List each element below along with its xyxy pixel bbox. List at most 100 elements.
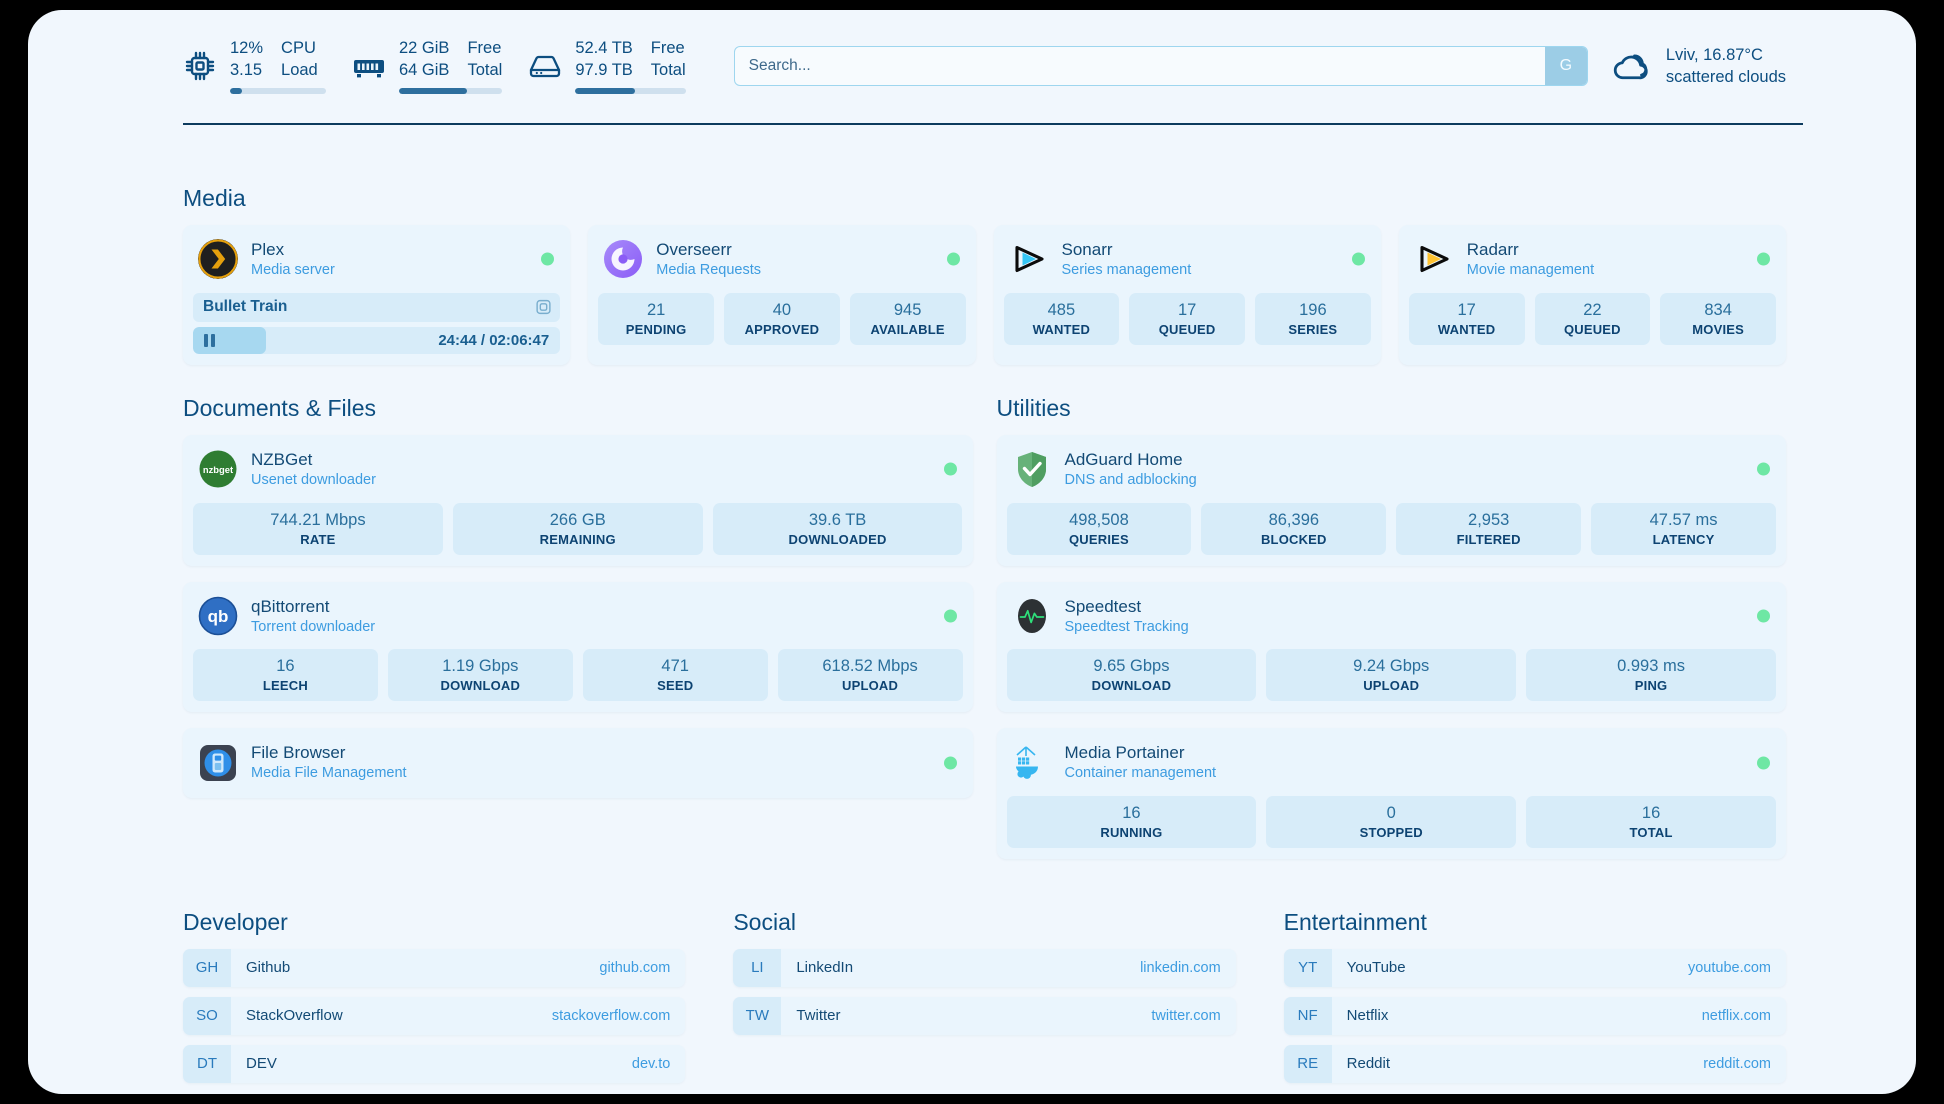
stat-value: 471 bbox=[661, 657, 689, 676]
bookmark-item[interactable]: NF Netflix netflix.com bbox=[1283, 996, 1786, 1035]
stat-tile[interactable]: 0 STOPPED bbox=[1266, 796, 1517, 848]
stat-tile[interactable]: 945 AVAILABLE bbox=[849, 292, 966, 345]
stat-value: 22 bbox=[1583, 300, 1602, 319]
stat-label: RUNNING bbox=[1100, 824, 1163, 840]
stat-label: SERIES bbox=[1288, 321, 1338, 337]
bookmark-item[interactable]: SO StackOverflow stackoverflow.com bbox=[183, 996, 686, 1035]
stat-value: 17 bbox=[1177, 300, 1197, 319]
stat-tile[interactable]: 744.21 Mbps RATE bbox=[193, 502, 443, 555]
stat-tile[interactable]: 17 WANTED bbox=[1408, 292, 1525, 345]
service-card[interactable]: nzbget NZBGet Usenet downloader 744.21 M… bbox=[183, 434, 973, 566]
card-stats: 21 PENDING 40 APPROVED 945 AVAILABLE bbox=[598, 292, 966, 345]
card-title: Overseerr bbox=[656, 240, 732, 259]
stat-tile[interactable]: 16 TOTAL bbox=[1526, 796, 1776, 848]
speedtest-logo-icon bbox=[1012, 596, 1052, 636]
search-input[interactable] bbox=[734, 47, 1545, 85]
card-header[interactable]: Plex Media server bbox=[193, 235, 560, 284]
bookmark-item[interactable]: GH Github github.com bbox=[183, 948, 686, 987]
cast-icon[interactable] bbox=[536, 300, 551, 315]
bookmark-item[interactable]: YT YouTube youtube.com bbox=[1283, 948, 1786, 987]
card-stats: 744.21 Mbps RATE 266 GB REMAINING 39.6 T… bbox=[193, 502, 963, 555]
pause-icon[interactable] bbox=[204, 333, 215, 347]
status-indicator-dot bbox=[943, 609, 957, 623]
section-title-utilities: Utilities bbox=[996, 394, 1071, 421]
stat-tile[interactable]: 471 SEED bbox=[582, 649, 768, 702]
stat-label: QUERIES bbox=[1068, 531, 1129, 547]
stat-label: DOWNLOAD bbox=[1091, 678, 1172, 694]
service-card[interactable]: File Browser Media File Management bbox=[183, 728, 973, 798]
stat-tile[interactable]: 266 GB REMAINING bbox=[452, 502, 703, 555]
bookmark-abbr: GH bbox=[183, 948, 231, 987]
card-stats: 9.65 Gbps DOWNLOAD 9.24 Gbps UPLOAD 0.99… bbox=[1006, 649, 1777, 702]
service-card[interactable]: Speedtest Speedtest Tracking 9.65 Gbps D… bbox=[996, 581, 1786, 713]
bookmark-group-title: Social bbox=[733, 908, 796, 935]
weather-widget: Lviv, 16.87°C scattered clouds bbox=[1610, 44, 1786, 89]
card-header[interactable]: Speedtest Speedtest Tracking bbox=[1007, 592, 1777, 641]
stat-tile[interactable]: 40 APPROVED bbox=[724, 292, 840, 345]
bookmark-group: Developer GH Github github.com SO StackO… bbox=[183, 909, 686, 1093]
stat-tile[interactable]: 47.57 ms LATENCY bbox=[1591, 502, 1776, 555]
resource-disk-progress-track bbox=[575, 87, 686, 94]
player-title-row[interactable]: Bullet Train bbox=[193, 292, 561, 322]
player-progress-bar[interactable]: 24:44 / 02:06:47 bbox=[193, 326, 561, 354]
stat-tile[interactable]: 86,396 BLOCKED bbox=[1201, 502, 1387, 555]
stat-value: 16 bbox=[1641, 804, 1661, 822]
card-header[interactable]: Radarr Movie management bbox=[1409, 235, 1776, 284]
resource-cpu-value-top: 12% bbox=[230, 39, 264, 58]
stat-tile[interactable]: 834 MOVIES bbox=[1660, 292, 1776, 345]
bookmark-url: stackoverflow.com bbox=[551, 1007, 671, 1024]
card-stats: 17 WANTED 22 QUEUED 834 MOVIES bbox=[1408, 292, 1776, 345]
service-card[interactable]: Plex Media server Bullet Train 24:44 / 0… bbox=[183, 225, 571, 365]
status-indicator-dot bbox=[1757, 252, 1770, 266]
card-title: Sonarr bbox=[1061, 240, 1113, 259]
stat-tile[interactable]: 39.6 TB DOWNLOADED bbox=[712, 502, 963, 555]
stat-tile[interactable]: 485 WANTED bbox=[1003, 292, 1120, 345]
stat-tile[interactable]: 16 RUNNING bbox=[1006, 796, 1257, 848]
service-card[interactable]: Sonarr Series management 485 WANTED 17 Q… bbox=[993, 225, 1381, 365]
stat-tile[interactable]: 9.24 Gbps UPLOAD bbox=[1266, 649, 1517, 702]
service-card[interactable]: Overseerr Media Requests 21 PENDING 40 A… bbox=[588, 225, 976, 365]
bookmark-item[interactable]: RE Reddit reddit.com bbox=[1283, 1044, 1786, 1083]
card-header[interactable]: Media Portainer Container management bbox=[1007, 738, 1777, 787]
weather-location-temp: Lviv, 16.87°C bbox=[1665, 45, 1763, 64]
service-card[interactable]: qb qBittorrent Torrent downloader 16 LEE… bbox=[183, 581, 973, 713]
bookmark-item[interactable]: DT DEV dev.to bbox=[183, 1044, 686, 1083]
stat-tile[interactable]: 1.19 Gbps DOWNLOAD bbox=[387, 649, 573, 702]
stat-tile[interactable]: 16 LEECH bbox=[193, 649, 378, 702]
card-header[interactable]: AdGuard Home DNS and adblocking bbox=[1007, 445, 1777, 494]
stat-tile[interactable]: 2,953 FILTERED bbox=[1396, 502, 1582, 555]
bookmark-url: reddit.com bbox=[1703, 1055, 1771, 1072]
section-title-documents: Documents & Files bbox=[183, 394, 377, 421]
resource-memory-progress-track bbox=[399, 87, 503, 94]
stat-tile[interactable]: 9.65 Gbps DOWNLOAD bbox=[1006, 649, 1257, 702]
utilities-column: Utilities AdGuard Home DNS and adblockin… bbox=[996, 394, 1786, 875]
service-card[interactable]: Radarr Movie management 17 WANTED 22 QUE… bbox=[1398, 225, 1786, 365]
search-engine-button[interactable]: G bbox=[1544, 47, 1587, 85]
card-header[interactable]: qb qBittorrent Torrent downloader bbox=[193, 592, 963, 641]
documents-cards: nzbget NZBGet Usenet downloader 744.21 M… bbox=[183, 434, 973, 814]
stat-value: 47.57 ms bbox=[1649, 510, 1718, 529]
stat-label: WANTED bbox=[1032, 321, 1091, 337]
media-player[interactable]: Bullet Train 24:44 / 02:06:47 bbox=[193, 292, 561, 354]
stat-tile[interactable]: 21 PENDING bbox=[598, 292, 714, 345]
stat-label: BLOCKED bbox=[1260, 531, 1327, 547]
stat-tile[interactable]: 22 QUEUED bbox=[1534, 292, 1651, 345]
card-header[interactable]: Sonarr Series management bbox=[1004, 235, 1371, 284]
stat-label: PING bbox=[1634, 678, 1668, 694]
stat-tile[interactable]: 498,508 QUERIES bbox=[1006, 502, 1192, 555]
card-header[interactable]: Overseerr Media Requests bbox=[598, 235, 965, 284]
bookmark-item[interactable]: LI LinkedIn linkedin.com bbox=[733, 948, 1236, 987]
card-header[interactable]: nzbget NZBGet Usenet downloader bbox=[193, 445, 963, 494]
service-card[interactable]: Media Portainer Container management 16 … bbox=[996, 728, 1786, 859]
service-card[interactable]: AdGuard Home DNS and adblocking 498,508 … bbox=[996, 434, 1786, 566]
stat-label: RATE bbox=[300, 531, 336, 547]
search-bar[interactable]: G bbox=[733, 46, 1588, 86]
stat-tile[interactable]: 0.993 ms PING bbox=[1526, 649, 1776, 702]
stat-tile[interactable]: 196 SERIES bbox=[1255, 292, 1371, 345]
stat-label: APPROVED bbox=[744, 321, 820, 337]
file-browser-logo-icon bbox=[198, 743, 238, 783]
stat-tile[interactable]: 17 QUEUED bbox=[1129, 292, 1245, 345]
card-header[interactable]: File Browser Media File Management bbox=[193, 738, 963, 787]
bookmark-item[interactable]: TW Twitter twitter.com bbox=[733, 996, 1236, 1035]
stat-tile[interactable]: 618.52 Mbps UPLOAD bbox=[777, 649, 963, 702]
